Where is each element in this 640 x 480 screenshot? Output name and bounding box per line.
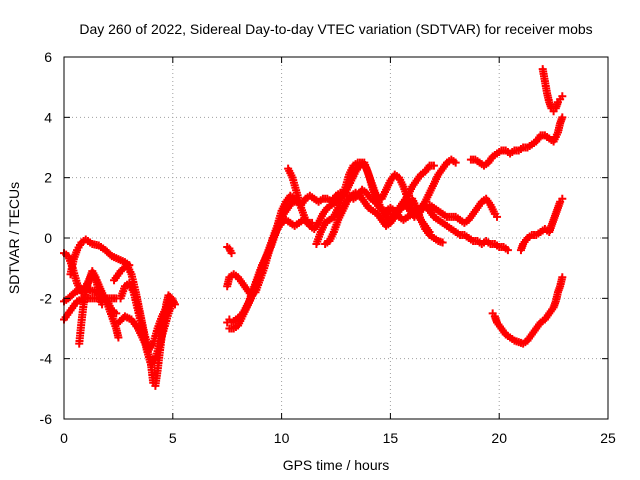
series-track-22 — [516, 194, 567, 255]
data-point — [227, 249, 236, 258]
y-tick-label: 2 — [44, 170, 52, 186]
y-tick-label: 0 — [44, 230, 52, 246]
y-tick-label: 4 — [44, 109, 52, 125]
x-tick-label: 20 — [491, 430, 507, 446]
data-point — [493, 212, 502, 221]
y-tick-label: -6 — [40, 411, 53, 427]
x-tick-label: 5 — [169, 430, 177, 446]
axis-ticks: 0 5 10 15 20 25 -6 -4 -2 0 2 4 6 — [40, 49, 616, 446]
x-tick-label: 0 — [60, 430, 68, 446]
data-point — [503, 246, 512, 255]
data-point — [429, 161, 438, 170]
grid-lines — [64, 57, 608, 419]
data-point — [438, 238, 447, 247]
y-tick-label: -4 — [40, 351, 53, 367]
series-track-16 — [382, 200, 512, 255]
y-tick-label: 6 — [44, 49, 52, 65]
x-tick-label: 15 — [383, 430, 399, 446]
data-point — [170, 300, 179, 309]
series-track-8 — [110, 261, 175, 354]
data-point — [98, 300, 107, 309]
data-point — [558, 273, 567, 282]
data-point — [558, 92, 567, 101]
data-points — [60, 65, 567, 390]
series-track-20 — [466, 113, 567, 170]
chart-title: Day 260 of 2022, Sidereal Day-to-day VTE… — [79, 21, 592, 37]
x-axis-label: GPS time / hours — [283, 457, 390, 473]
series-track-17 — [416, 155, 460, 212]
series-track-18 — [425, 194, 502, 227]
data-point — [558, 194, 567, 203]
data-point — [558, 113, 567, 122]
series-track-23 — [488, 273, 567, 348]
y-tick-label: -2 — [40, 290, 53, 306]
series-track-19 — [408, 194, 447, 247]
series-track-15 — [321, 161, 438, 249]
series-track-21 — [538, 65, 567, 116]
series-track-9 — [223, 243, 236, 258]
series-track-12 — [223, 191, 304, 300]
data-point — [166, 294, 175, 303]
x-tick-label: 10 — [274, 430, 290, 446]
series-track-4 — [75, 267, 107, 348]
data-point — [451, 158, 460, 167]
data-point — [114, 333, 123, 342]
y-axis-label: SDTVAR / TECUs — [6, 182, 22, 294]
x-tick-label: 25 — [600, 430, 616, 446]
